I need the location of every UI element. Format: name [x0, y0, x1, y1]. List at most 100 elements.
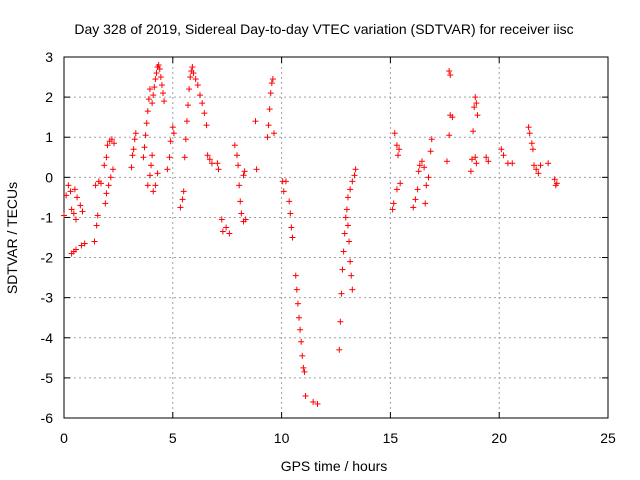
y-axis-label: SDTVAR / TECUs — [4, 182, 20, 294]
y-tick-label: -5 — [41, 370, 54, 386]
data-point — [67, 188, 74, 195]
data-point — [108, 136, 115, 143]
data-point — [341, 230, 348, 237]
data-point — [91, 238, 98, 245]
data-point — [266, 106, 273, 113]
data-point — [533, 166, 540, 173]
data-point — [241, 168, 248, 175]
data-point — [149, 100, 156, 107]
data-point — [390, 200, 397, 207]
data-point — [68, 206, 75, 213]
data-point — [344, 222, 351, 229]
y-tick-label: -6 — [41, 410, 54, 426]
data-point — [150, 92, 157, 99]
data-point — [107, 174, 114, 181]
data-point — [289, 234, 296, 241]
data-point — [204, 152, 211, 159]
data-point — [418, 158, 425, 165]
data-point — [425, 174, 432, 181]
data-point — [537, 162, 544, 169]
data-point — [389, 206, 396, 213]
data-point — [298, 338, 305, 345]
data-point — [253, 166, 260, 173]
data-point — [78, 242, 85, 249]
data-point — [427, 148, 434, 155]
x-tick-label: 25 — [600, 430, 616, 446]
data-point — [287, 210, 294, 217]
data-point — [157, 74, 164, 81]
data-point — [153, 70, 160, 77]
data-point — [240, 172, 247, 179]
data-point — [94, 212, 101, 219]
data-point — [267, 90, 274, 97]
data-point — [340, 248, 347, 255]
data-point — [104, 142, 111, 149]
data-point — [415, 168, 422, 175]
data-point — [483, 154, 490, 161]
data-point — [447, 72, 454, 79]
data-point — [310, 398, 317, 405]
data-point — [158, 82, 165, 89]
data-point — [237, 198, 244, 205]
data-point — [528, 140, 535, 147]
data-point — [449, 114, 456, 121]
data-point — [265, 122, 272, 129]
data-point — [414, 186, 421, 193]
data-point — [151, 84, 158, 91]
y-tick-label: -3 — [41, 290, 54, 306]
data-point — [422, 200, 429, 207]
data-point — [70, 210, 77, 217]
data-point — [181, 154, 188, 161]
data-point — [145, 96, 152, 103]
data-point — [156, 66, 163, 73]
data-point — [288, 224, 295, 231]
data-point — [92, 182, 99, 189]
data-point — [102, 200, 109, 207]
data-point — [525, 124, 532, 131]
data-point — [473, 100, 480, 107]
data-point — [302, 392, 309, 399]
data-point — [474, 112, 481, 119]
data-point — [208, 160, 215, 167]
data-point — [166, 154, 173, 161]
data-point — [215, 166, 222, 173]
data-point — [301, 368, 308, 375]
data-point — [79, 208, 86, 215]
data-point — [131, 136, 138, 143]
data-point — [233, 152, 240, 159]
data-point — [509, 160, 516, 167]
x-tick-label: 15 — [383, 430, 399, 446]
data-point — [164, 166, 171, 173]
data-point — [226, 230, 233, 237]
y-tick-label: 0 — [45, 169, 53, 185]
data-point — [339, 266, 346, 273]
data-point — [167, 138, 174, 145]
data-point — [160, 90, 167, 97]
data-point — [349, 286, 356, 293]
data-point — [199, 100, 206, 107]
data-point — [132, 130, 139, 137]
data-point — [189, 64, 196, 71]
y-tick-label: -4 — [41, 330, 54, 346]
data-point — [150, 188, 157, 195]
data-point — [446, 68, 453, 75]
data-point — [144, 108, 151, 115]
data-point — [103, 154, 110, 161]
data-point — [342, 214, 349, 221]
data-point — [397, 180, 404, 187]
data-point — [109, 166, 116, 173]
data-point — [65, 182, 72, 189]
data-point — [391, 130, 398, 137]
data-point — [498, 146, 505, 153]
data-point — [299, 352, 306, 359]
data-point — [81, 240, 88, 247]
data-point — [194, 82, 201, 89]
data-point — [296, 314, 303, 321]
data-point — [190, 70, 197, 77]
data-point — [238, 210, 245, 217]
data-point — [183, 118, 190, 125]
data-point — [142, 132, 149, 139]
data-point — [143, 120, 150, 127]
data-point — [349, 178, 356, 185]
